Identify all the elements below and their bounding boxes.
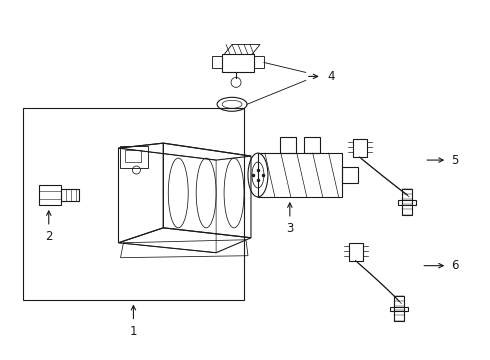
Bar bbox=[402, 189, 413, 215]
Bar bbox=[394, 296, 404, 321]
Bar bbox=[254, 57, 264, 68]
Bar bbox=[222, 54, 254, 72]
Bar bbox=[125, 150, 142, 162]
Bar bbox=[61, 189, 78, 201]
Bar bbox=[258, 153, 342, 197]
Bar bbox=[212, 57, 222, 68]
Bar bbox=[304, 137, 319, 153]
Text: 6: 6 bbox=[451, 259, 459, 272]
Text: 4: 4 bbox=[328, 70, 335, 83]
Bar bbox=[391, 306, 408, 311]
Bar bbox=[342, 167, 358, 183]
Bar bbox=[353, 139, 367, 157]
Text: 1: 1 bbox=[130, 325, 137, 338]
Text: 3: 3 bbox=[286, 222, 294, 235]
Text: 5: 5 bbox=[451, 154, 459, 167]
Bar bbox=[398, 200, 416, 205]
Text: 2: 2 bbox=[45, 230, 52, 243]
Bar bbox=[348, 243, 363, 261]
Bar bbox=[23, 108, 244, 300]
Bar bbox=[280, 137, 296, 153]
Bar bbox=[121, 146, 148, 168]
Bar bbox=[39, 185, 61, 205]
